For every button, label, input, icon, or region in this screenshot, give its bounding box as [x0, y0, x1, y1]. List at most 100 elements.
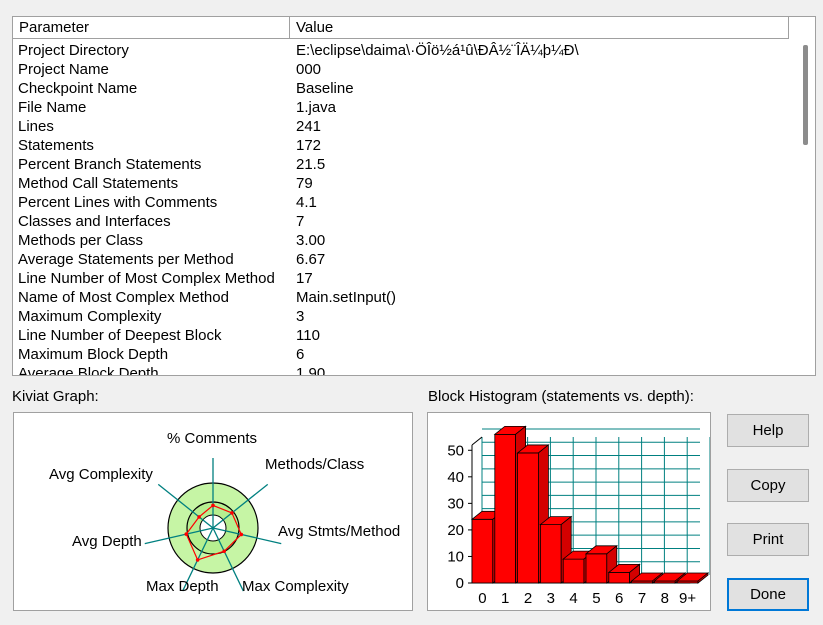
parameter-cell: Methods per Class: [18, 232, 144, 249]
parameter-cell: Project Directory: [18, 42, 129, 59]
value-cell: 1.90: [296, 365, 326, 376]
histogram-y-tick-label: 0: [456, 575, 464, 592]
parameter-cell: Maximum Complexity: [18, 308, 162, 325]
done-button[interactable]: Done: [727, 578, 809, 611]
column-header-value[interactable]: Value: [290, 17, 789, 39]
histogram-x-tick-label: 1: [501, 590, 509, 607]
kiviat-point: [211, 503, 215, 508]
histogram-x-tick-label: 3: [547, 590, 555, 607]
scrollbar-thumb[interactable]: [803, 45, 808, 145]
table-row[interactable]: File Name 1.java: [13, 98, 793, 117]
kiviat-polygon: [185, 504, 242, 561]
kiviat-graph: % Comments Methods/Class Avg Stmts/Method M…: [49, 430, 400, 595]
table-row[interactable]: Method Call Statements 79: [13, 174, 793, 193]
histogram-x-tick-label: 2: [524, 590, 532, 607]
table-row[interactable]: Line Number of Most Complex Method 17: [13, 269, 793, 288]
parameter-cell: Percent Branch Statements: [18, 156, 202, 173]
table-row[interactable]: Lines 241: [13, 117, 793, 136]
histogram-x-tick-label: 0: [478, 590, 486, 607]
histogram-x-tick-label: 4: [569, 590, 577, 607]
histogram-bar: [540, 524, 562, 584]
value-cell: 21.5: [296, 156, 326, 173]
histogram-bar: [494, 433, 517, 584]
histogram-x-tick-label: 5: [592, 590, 600, 607]
value-cell: 000: [296, 61, 322, 78]
parameter-cell: Statements: [18, 137, 94, 154]
histogram-x-tick-label: 8: [661, 590, 669, 607]
table-row[interactable]: Name of Most Complex Method Main.setInput…: [13, 288, 793, 307]
parameter-cell: File Name: [18, 99, 87, 116]
parameter-cell: Line Number of Deepest Block: [18, 327, 222, 344]
value-cell: 6: [296, 346, 305, 363]
parameter-cell: Lines: [18, 118, 54, 135]
kiviat-point: [195, 558, 200, 562]
kiviat-graph-label: Kiviat Graph:: [12, 388, 99, 405]
table-row[interactable]: Line Number of Deepest Block 110: [13, 326, 793, 345]
value-cell: 1.java: [296, 99, 337, 116]
kiviat-spoke: [212, 483, 269, 529]
parameter-cell: Method Call Statements: [18, 175, 179, 192]
histogram-x-tick-label: 9+: [679, 590, 696, 607]
table-row[interactable]: Statements 172: [13, 136, 793, 155]
copy-button[interactable]: Copy: [727, 469, 809, 502]
kiviat-axis-label: Avg Stmts/Method: [278, 523, 400, 540]
histogram-bar-side: [697, 572, 709, 584]
table-row[interactable]: Methods per Class 3.00: [13, 231, 793, 250]
parameter-cell: Line Number of Most Complex Method: [18, 270, 275, 287]
histogram-x-tick-label: 6: [615, 590, 623, 607]
kiviat-axis-label: Max Depth: [146, 578, 219, 595]
value-cell: E:\eclipse\daima\·ÖÎö½á¹û\ÐÂ½¨ÎÄ¼þ¼Ð\: [296, 42, 579, 59]
kiviat-point: [184, 532, 189, 536]
kiviat-axis-label: Methods/Class: [265, 456, 364, 473]
histogram-y-tick-label: 30: [447, 495, 464, 512]
histogram-bar: [608, 571, 631, 584]
histogram-x-tick-label: 7: [638, 590, 646, 607]
kiviat-graph-panel: % Comments Methods/Class Avg Stmts/Method M…: [13, 412, 413, 611]
vertical-scrollbar[interactable]: [795, 39, 815, 375]
table-row[interactable]: Classes and Interfaces 7: [13, 212, 793, 231]
kiviat-point: [222, 549, 226, 554]
print-button[interactable]: Print: [727, 523, 809, 556]
kiviat-axis-label: % Comments: [167, 430, 257, 447]
histogram-axis-edge: [471, 436, 483, 446]
table-row[interactable]: Project Name 000: [13, 60, 793, 79]
parameter-cell: Percent Lines with Comments: [18, 194, 218, 211]
table-row[interactable]: Percent Lines with Comments 4.1: [13, 193, 793, 212]
kiviat-axis-label: Avg Complexity: [49, 466, 153, 483]
value-cell: 6.67: [296, 251, 326, 268]
column-header-parameter[interactable]: Parameter: [13, 17, 290, 39]
histogram-bar: [517, 452, 539, 584]
table-row[interactable]: Average Statements per Method 6.67: [13, 250, 793, 269]
value-cell: 110: [296, 327, 320, 344]
table-row[interactable]: Maximum Block Depth 6: [13, 345, 793, 364]
kiviat-spoke: [157, 483, 214, 529]
histogram-bar: [562, 558, 585, 584]
metrics-table[interactable]: Parameter Value Project Directory E:\ecli…: [12, 16, 816, 376]
kiviat-point: [197, 515, 201, 519]
table-row[interactable]: Checkpoint Name Baseline: [13, 79, 793, 98]
table-row[interactable]: Project Directory E:\eclipse\daima\·ÖÎö½á…: [13, 41, 793, 60]
value-cell: 172: [296, 137, 322, 154]
parameter-cell: Classes and Interfaces: [18, 213, 171, 230]
kiviat-spoke: [212, 527, 282, 545]
histogram-bar: [471, 518, 494, 584]
value-cell: 241: [296, 118, 322, 135]
table-row[interactable]: Average Block Depth 1.90: [13, 364, 793, 376]
histogram-y-tick-label: 20: [447, 522, 464, 539]
kiviat-axis-label: Avg Depth: [72, 533, 142, 550]
histogram-y-tick-label: 40: [447, 469, 464, 486]
help-button[interactable]: Help: [727, 414, 809, 447]
value-cell: Baseline: [296, 80, 354, 97]
kiviat-axis-label: Max Complexity: [242, 578, 349, 595]
kiviat-point: [230, 511, 234, 515]
table-row[interactable]: Percent Branch Statements 21.5: [13, 155, 793, 174]
value-cell: 4.1: [296, 194, 317, 211]
kiviat-spoke: [212, 527, 244, 592]
histogram-y-tick-label: 10: [447, 548, 464, 565]
metrics-rows: Project Directory E:\eclipse\daima\·ÖÎö½á…: [13, 41, 793, 376]
parameter-cell: Average Statements per Method: [18, 251, 234, 268]
kiviat-spoke: [144, 527, 214, 545]
value-cell: Main.setInput(): [296, 289, 397, 306]
block-histogram-panel: 0 10 20 30 40 50 0 1 2 3 4 5 6 7 8 9+: [427, 412, 711, 611]
table-row[interactable]: Maximum Complexity 3: [13, 307, 793, 326]
